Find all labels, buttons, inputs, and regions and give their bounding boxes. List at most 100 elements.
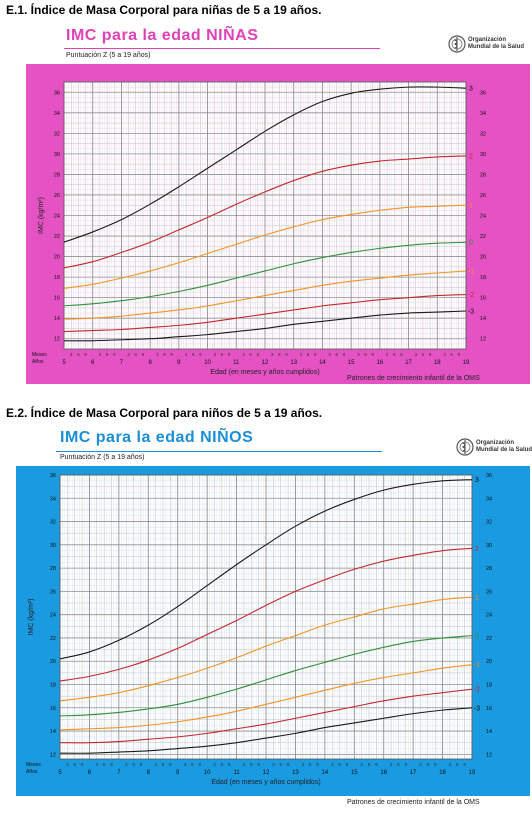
x-row-label-months: Meses xyxy=(26,762,41,768)
x-month-tick-label: 9 xyxy=(343,352,346,357)
series-line-z1 xyxy=(59,596,473,702)
series-end-label-z-1: -1 xyxy=(474,662,480,669)
chart-title-boys: IMC para la edad NIÑOS xyxy=(60,429,254,446)
y-tick-label-left: 28 xyxy=(54,172,60,178)
who-logo-line2: Mundial de la Salud xyxy=(468,44,525,50)
y-tick-label-right: 12 xyxy=(480,337,486,343)
who-emblem-icon xyxy=(448,35,466,53)
x-year-tick-label: 14 xyxy=(319,360,326,366)
x-month-tick-label: 3 xyxy=(184,762,187,767)
y-tick-label-right: 32 xyxy=(480,131,486,137)
who-logo-text-boys: Organización Mundial de la Salud xyxy=(476,440,532,454)
y-tick-label-right: 30 xyxy=(486,543,492,549)
y-tick-label-right: 30 xyxy=(480,152,486,158)
y-tick-label-right: 14 xyxy=(486,729,492,735)
y-tick-label-left: 32 xyxy=(50,520,56,526)
y-tick-label-right: 20 xyxy=(486,659,492,665)
x-month-tick-label: 9 xyxy=(170,352,173,357)
x-month-tick-label: 9 xyxy=(199,762,202,767)
x-month-tick-label: 3 xyxy=(125,762,128,767)
x-row-label-years: Años xyxy=(26,769,38,775)
y-tick-label-left: 12 xyxy=(50,752,56,758)
x-month-tick-label: 6 xyxy=(221,352,224,357)
y-tick-label-left: 36 xyxy=(50,473,56,479)
y-tick-label-right: 24 xyxy=(486,613,492,619)
series-line-z-3 xyxy=(59,707,473,754)
x-year-tick-label: 17 xyxy=(405,360,412,366)
x-year-tick-label: 12 xyxy=(262,360,269,366)
x-year-tick-label: 12 xyxy=(263,770,270,776)
x-month-tick-label: 9 xyxy=(228,352,231,357)
x-month-tick-label: 9 xyxy=(314,352,317,357)
series-line-z3 xyxy=(59,479,473,660)
x-month-tick-label: 3 xyxy=(443,352,446,357)
y-tick-label-right: 14 xyxy=(480,316,486,322)
x-month-tick-label: 6 xyxy=(249,352,252,357)
x-year-tick-label: 18 xyxy=(434,360,441,366)
x-month-tick-label: 3 xyxy=(70,352,73,357)
x-month-tick-label: 3 xyxy=(357,352,360,357)
x-month-tick-label: 9 xyxy=(287,762,290,767)
x-month-tick-label: 6 xyxy=(132,762,135,767)
x-month-tick-label: 6 xyxy=(450,352,453,357)
chart-subtitle-girls: Puntuación Z (5 a 19 años) xyxy=(66,52,151,59)
x-month-tick-label: 9 xyxy=(81,762,84,767)
series-line-z1 xyxy=(63,204,467,289)
x-month-tick-label: 9 xyxy=(257,762,260,767)
y-tick-label-left: 18 xyxy=(54,275,60,281)
x-year-tick-label: 15 xyxy=(351,770,358,776)
x-month-tick-label: 9 xyxy=(463,762,466,767)
series-end-label-z-3: -3 xyxy=(468,309,474,316)
y-tick-label-left: 22 xyxy=(54,234,60,240)
x-month-tick-label: 6 xyxy=(368,762,371,767)
who-emblem-icon xyxy=(456,438,474,456)
y-tick-label-right: 28 xyxy=(480,172,486,178)
title-rule-girls xyxy=(64,48,380,49)
x-month-tick-label: 6 xyxy=(250,762,253,767)
x-month-tick-label: 9 xyxy=(429,352,432,357)
x-year-tick-label: 11 xyxy=(233,360,240,366)
who-logo-line2: Mundial de la Salud xyxy=(476,447,532,453)
x-month-tick-label: 9 xyxy=(169,762,172,767)
x-month-tick-label: 3 xyxy=(271,352,274,357)
x-month-tick-label: 9 xyxy=(140,762,143,767)
x-month-tick-label: 3 xyxy=(272,762,275,767)
x-month-tick-label: 3 xyxy=(242,352,245,357)
series-end-label-z1: 1 xyxy=(469,203,473,210)
series-end-label-z2: 2 xyxy=(475,546,479,553)
x-month-tick-label: 9 xyxy=(285,352,288,357)
x-month-tick-label: 9 xyxy=(84,352,87,357)
plot-border xyxy=(59,474,473,760)
x-axis-title: Edad (en meses y años cumplidos) xyxy=(211,779,320,786)
x-month-tick-label: 3 xyxy=(414,352,417,357)
x-month-tick-label: 6 xyxy=(163,352,166,357)
x-axis-title: Edad (en meses y años cumplidos) xyxy=(210,369,319,376)
y-tick-label-left: 16 xyxy=(50,706,56,712)
series-line-z3 xyxy=(63,86,467,243)
x-year-tick-label: 7 xyxy=(117,770,121,776)
x-year-tick-label: 13 xyxy=(292,770,299,776)
x-row-label-years: Años xyxy=(32,359,44,365)
x-year-tick-label: 10 xyxy=(204,360,211,366)
x-year-tick-label: 11 xyxy=(233,770,240,776)
x-year-tick-label: 15 xyxy=(348,360,355,366)
x-month-tick-label: 9 xyxy=(346,762,349,767)
y-tick-label-left: 26 xyxy=(50,589,56,595)
x-month-tick-label: 3 xyxy=(300,352,303,357)
x-year-tick-label: 8 xyxy=(147,770,151,776)
y-tick-label-right: 18 xyxy=(480,275,486,281)
y-tick-label-left: 18 xyxy=(50,683,56,689)
x-month-tick-label: 3 xyxy=(96,762,99,767)
x-month-tick-label: 6 xyxy=(103,762,106,767)
x-month-tick-label: 3 xyxy=(302,762,305,767)
y-tick-label-left: 30 xyxy=(50,543,56,549)
series-end-label-z-3: -3 xyxy=(474,705,480,712)
y-tick-label-right: 22 xyxy=(480,234,486,240)
title-rule-boys xyxy=(56,451,382,452)
x-year-tick-label: 9 xyxy=(176,770,180,776)
x-year-tick-label: 8 xyxy=(148,360,152,366)
x-row-label-months: Meses xyxy=(32,352,47,358)
x-month-tick-label: 3 xyxy=(127,352,130,357)
y-tick-label-left: 34 xyxy=(54,111,60,117)
y-tick-label-left: 24 xyxy=(54,214,60,220)
